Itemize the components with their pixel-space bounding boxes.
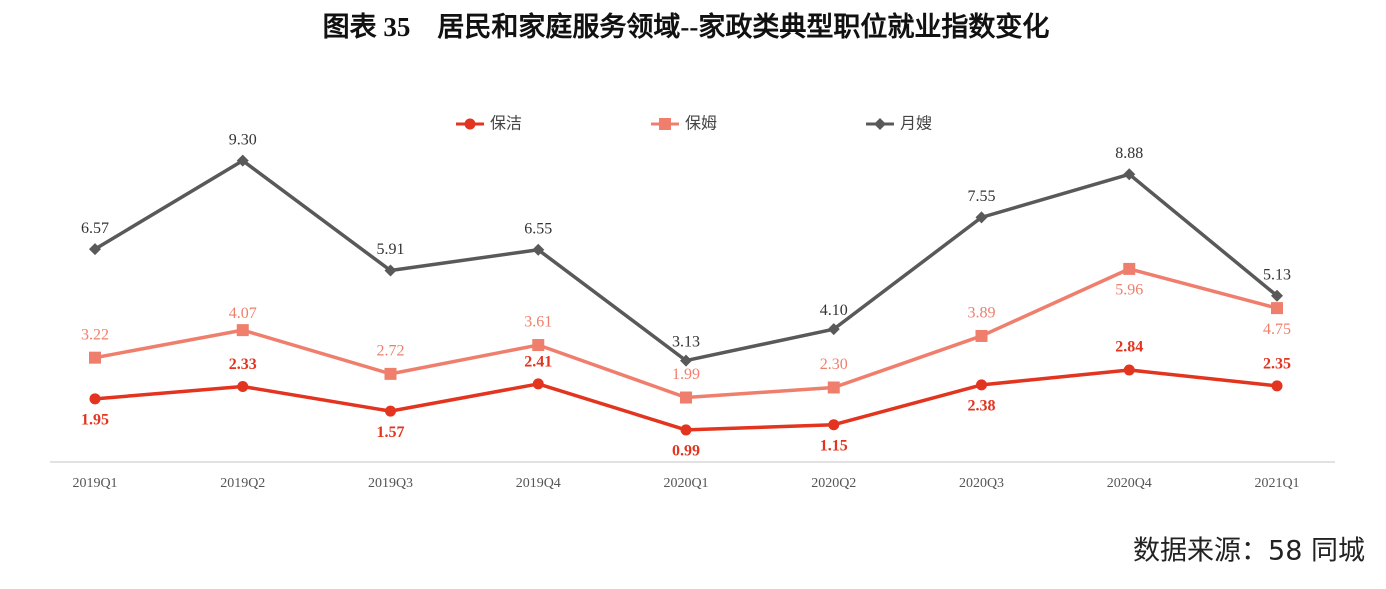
data-label: 1.15: [820, 437, 848, 454]
point: [532, 378, 544, 390]
data-label: 6.57: [81, 220, 109, 237]
point: [659, 118, 671, 130]
x-tick-label: 2019Q3: [368, 476, 413, 491]
x-tick-label: 2019Q1: [72, 476, 117, 491]
data-label: 8.88: [1115, 145, 1143, 162]
x-tick-label: 2020Q1: [663, 476, 708, 491]
data-label: 2.35: [1263, 356, 1291, 373]
data-label: 4.07: [229, 305, 257, 322]
point: [828, 419, 840, 431]
point: [680, 354, 692, 367]
point: [532, 243, 545, 256]
point: [1271, 289, 1283, 302]
data-label: 5.91: [377, 241, 405, 258]
data-label: 2.41: [524, 354, 552, 371]
data-label: 0.99: [672, 443, 700, 460]
point: [89, 243, 101, 256]
point: [680, 424, 692, 436]
data-label: 2.72: [377, 343, 405, 360]
data-label: 6.55: [524, 220, 552, 237]
legend-label: 保姆: [685, 114, 717, 133]
point: [975, 211, 988, 224]
series-line: [94, 158, 1279, 363]
point: [236, 154, 249, 167]
data-label: 4.10: [820, 302, 848, 319]
data-label: 1.95: [81, 411, 109, 428]
data-label: 2.84: [1115, 339, 1143, 356]
chart-title: 图表 35 居民和家庭服务领域--家政类典型职位就业指数变化: [323, 11, 1050, 42]
data-label: 4.75: [1263, 321, 1291, 338]
legend-label: 月嫂: [900, 114, 932, 133]
data-label: 3.13: [672, 333, 700, 350]
point: [1123, 262, 1136, 275]
point: [532, 339, 545, 352]
data-label: 7.55: [968, 188, 996, 205]
data-label: 5.13: [1263, 266, 1291, 283]
x-tick-label: 2019Q4: [516, 476, 561, 491]
point: [1123, 364, 1135, 376]
point: [976, 379, 987, 391]
point: [1271, 380, 1283, 392]
point: [680, 391, 692, 404]
source-note: 数据来源：58 同城: [1133, 536, 1365, 567]
x-tick-label: 2020Q4: [1107, 476, 1152, 491]
data-label: 9.30: [229, 131, 257, 148]
data-label: 3.61: [524, 314, 552, 331]
data-label: 2.30: [820, 356, 848, 373]
x-tick-label: 2020Q2: [811, 476, 856, 491]
x-tick-label: 2021Q1: [1254, 476, 1299, 491]
x-tick-label: 2020Q3: [959, 476, 1004, 491]
data-label: 1.57: [377, 424, 405, 441]
data-label: 3.22: [81, 326, 109, 343]
point: [1123, 168, 1136, 181]
point: [1271, 302, 1283, 315]
point: [874, 118, 886, 130]
point: [385, 405, 396, 417]
point: [237, 381, 249, 393]
point: [384, 367, 397, 380]
legend-label: 保洁: [490, 114, 522, 133]
data-label: 5.96: [1115, 282, 1143, 299]
point: [89, 393, 101, 405]
point: [236, 324, 249, 337]
point: [827, 323, 840, 336]
data-label: 2.33: [229, 356, 257, 373]
data-label: 3.89: [968, 305, 996, 322]
point: [827, 381, 840, 394]
point: [89, 351, 101, 364]
point: [384, 264, 397, 277]
data-label: 1.99: [672, 366, 700, 383]
point: [464, 118, 476, 130]
point: [975, 329, 988, 342]
data-label: 2.38: [968, 398, 996, 415]
x-tick-label: 2019Q2: [220, 476, 265, 491]
